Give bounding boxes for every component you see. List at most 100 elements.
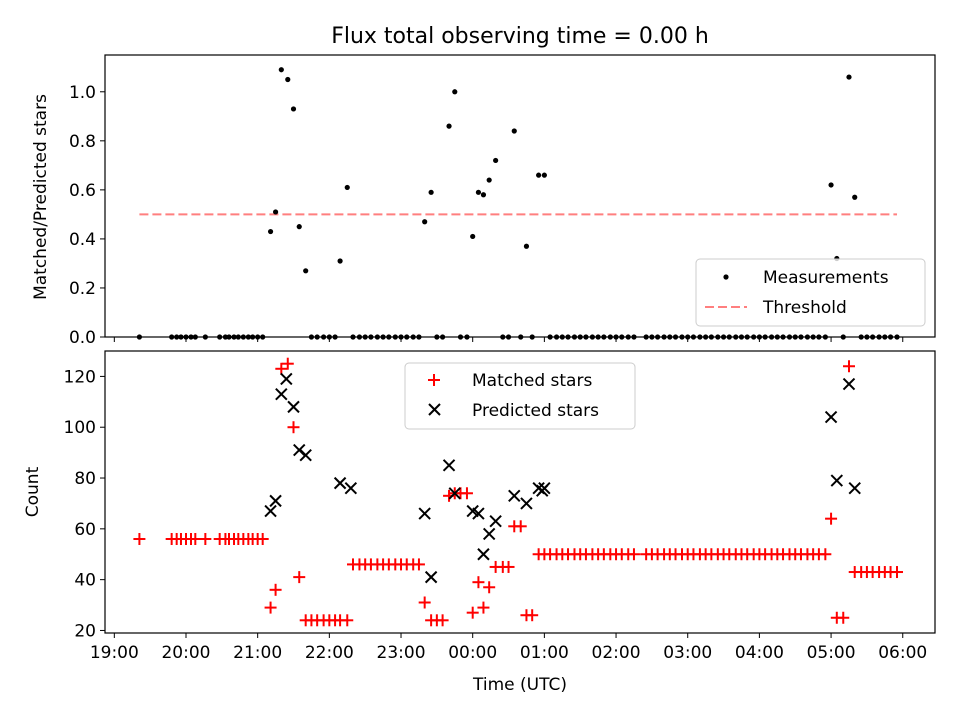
x-tick-label: 21:00 (233, 643, 282, 663)
measurement-point (422, 219, 428, 225)
x-tick-label: 04:00 (735, 643, 784, 663)
matched-star-point (412, 558, 425, 571)
matched-star-point (460, 487, 473, 500)
measurements-legend-label: Measurements (763, 268, 889, 288)
matched-star-point (891, 566, 904, 579)
predicted-star-point (472, 507, 485, 520)
top-y-ticks: 0.0 0.2 0.4 0.6 0.8 1.0 (69, 83, 105, 348)
measurement-point (267, 228, 274, 235)
bottom-y-tick-label: 60 (74, 520, 96, 540)
predicted-star-point (287, 400, 300, 414)
matched-star-point (264, 601, 277, 614)
matched-star-point (133, 533, 146, 545)
matched-star-point (341, 614, 354, 627)
matched-star-point (269, 583, 282, 596)
measurements-legend-marker (723, 274, 729, 280)
matched-star-point (189, 533, 202, 545)
predicted-star-point (842, 377, 856, 391)
top-y-tick-label: 1.0 (69, 83, 96, 103)
matched-star-point (436, 614, 449, 627)
predicted-star-point (424, 570, 438, 584)
measurement-point (511, 128, 517, 134)
measurement-point (344, 184, 350, 191)
matched-star-point (514, 520, 527, 533)
predicted-star-point (830, 474, 844, 487)
bottom-y-tick-label: 80 (74, 469, 96, 489)
matched-star-point (526, 609, 539, 622)
x-axis-label: Time (UTC) (472, 675, 567, 695)
matched-star-point (825, 512, 838, 525)
x-tick-label: 03:00 (663, 643, 712, 663)
measurement-point (536, 172, 542, 178)
measurement-point (523, 243, 530, 249)
matched-legend-marker (428, 374, 440, 386)
measurement-point (337, 258, 343, 264)
top-y-tick-label: 0.8 (69, 132, 96, 152)
predicted-star-point (824, 410, 838, 424)
matched-star-point (199, 533, 212, 545)
predicted-star-point (264, 504, 277, 518)
matched-star-point (293, 571, 306, 584)
predicted-star-point (508, 489, 521, 503)
top-y-tick-label: 0.4 (69, 230, 96, 250)
predicted-star-point (333, 476, 347, 490)
top-legend: Measurements Threshold (695, 258, 926, 327)
bottom-plot-frame (104, 350, 936, 634)
top-y-tick-label: 0.0 (69, 328, 96, 348)
predicted-star-point (344, 481, 358, 495)
x-tick-label: 20:00 (161, 643, 210, 663)
x-tick-label: 22:00 (305, 643, 354, 663)
matched-star-point (627, 548, 640, 561)
predicted-star-point (275, 387, 288, 401)
measurement-point (303, 268, 309, 274)
chart-title: Flux total observing time = 0.00 h (331, 24, 709, 49)
top-legend-box (695, 258, 926, 327)
top-plot-frame (104, 54, 936, 338)
x-tick-label: 02:00 (592, 643, 641, 663)
x-tick-label: 06:00 (878, 643, 927, 663)
measurement-point (446, 123, 452, 129)
predicted-legend-label: Predicted stars (472, 401, 599, 421)
predicted-star-point (482, 527, 496, 541)
measurement-point (296, 224, 302, 230)
x-tick-label: 23:00 (377, 643, 426, 663)
x-tick-label: 01:00 (520, 643, 569, 663)
measurement-point (486, 177, 492, 183)
bottom-panel: Count Time (UTC) 20 40 60 80 100 120 19:00 20:… (23, 350, 936, 695)
x-tick-label: 05:00 (807, 643, 856, 663)
measurement-point (475, 189, 482, 195)
predicted-star-point (477, 548, 490, 561)
bottom-y-tick-label: 120 (64, 367, 96, 387)
matched-star-point (837, 611, 850, 624)
matched-star-point (842, 360, 855, 373)
top-y-tick-label: 0.6 (69, 181, 96, 201)
matched-star-point (275, 362, 288, 375)
predicted-star-point (299, 448, 312, 462)
predicted-star-point (536, 484, 549, 497)
matched-star-point (502, 560, 515, 573)
measurement-point (470, 233, 476, 240)
matched-star-point (483, 581, 496, 594)
matched-star-point (466, 606, 479, 619)
x-tick-label: 19:00 (90, 643, 139, 663)
measurement-point (493, 157, 499, 164)
bottom-y-axis-label: Count (23, 466, 43, 517)
measurement-point (285, 76, 291, 83)
matched-stars-points (133, 357, 904, 627)
predicted-star-point (280, 372, 293, 386)
bottom-y-ticks: 20 40 60 80 100 120 (64, 367, 105, 641)
predicted-star-point (442, 459, 456, 472)
matched-star-point (281, 357, 294, 370)
measurement-point (852, 194, 858, 200)
matched-star-point (819, 548, 832, 561)
predicted-star-point (848, 481, 861, 495)
predicted-star-point (448, 487, 461, 500)
predicted-star-point (269, 494, 282, 508)
bottom-legend-box (404, 362, 636, 430)
bottom-legend: Matched stars Predicted stars (404, 362, 636, 430)
matched-star-point (418, 596, 431, 609)
measurement-point (480, 192, 487, 198)
predicted-star-point (418, 507, 431, 520)
bottom-y-tick-label: 40 (74, 571, 96, 591)
